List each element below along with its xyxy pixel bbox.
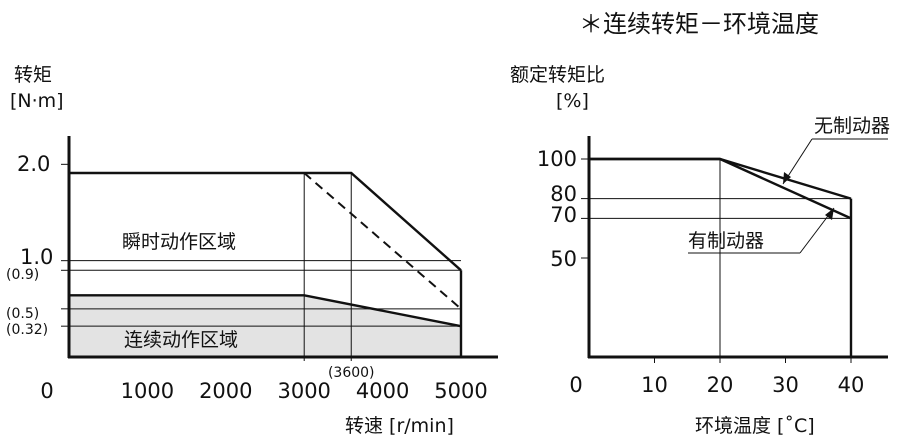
chart1-y-tick-label: 2.0 xyxy=(17,152,50,176)
chart1-x-tick-label: 3000 xyxy=(277,379,330,403)
chart2-x-tick-label: 10 xyxy=(641,373,668,397)
legend-no-brake-arrowhead xyxy=(783,172,791,184)
chart2-x-tick-label: 30 xyxy=(772,373,799,397)
chart1-ylabel-line1: 转矩 xyxy=(14,64,52,86)
chart1-line-layer xyxy=(69,171,463,361)
chart1-x-tick-label: 0 xyxy=(40,379,53,403)
series-label-continuous: 连续动作区域 xyxy=(124,329,238,351)
chart1-ylabel-line2: [N·m] xyxy=(10,90,64,112)
chart1-x-tick-label: 4000 xyxy=(356,379,409,403)
chart1-x-tick-label: 2000 xyxy=(199,379,252,403)
chart2-line-layer xyxy=(589,157,853,361)
chart2-y-tick-label: 70 xyxy=(550,203,577,227)
continuous-region-boundary xyxy=(69,294,462,328)
torque-speed-chart: 2.0 1.0(0.9) (0.5)(0.32) 0 1000 2000 3000 4000 5… xyxy=(6,64,498,437)
chart1-x-tick-label: 5000 xyxy=(434,379,487,403)
chart1-y-tick-label: 1.0 xyxy=(20,245,53,269)
chart2-y-tick-label: 100 xyxy=(537,147,577,171)
chart2-ylabel-line1: 额定转矩比 xyxy=(510,64,605,86)
chart2-x-tick-label: 20 xyxy=(707,373,734,397)
chart1-y-tick-label: (0.32) xyxy=(6,322,48,338)
legend-no-brake: 无制动器 xyxy=(814,115,890,137)
chart1-tick-layer: 2.0 1.0(0.9) (0.5)(0.32) 0 1000 2000 3000 4000 5… xyxy=(6,152,488,403)
chart2-x-tick-label: 0 xyxy=(569,373,582,397)
series-label-instant: 瞬时动作区域 xyxy=(122,231,236,253)
instant-region-boundary xyxy=(69,171,462,272)
chart2-xlabel: 环境温度 [˚C] xyxy=(695,415,815,437)
chart2-x-tick-label: 40 xyxy=(838,373,865,397)
dashed-boundary xyxy=(303,172,462,310)
chart1-xlabel: 转速 [r/min] xyxy=(345,415,454,437)
page-title: ＊连续转矩－环境温度 xyxy=(579,10,819,38)
series-line-with-brake xyxy=(589,157,852,220)
chart2-y-tick-label: 50 xyxy=(550,247,577,271)
chart1-x-tick-label: 1000 xyxy=(121,379,174,403)
legend-with-brake-arrowhead xyxy=(825,208,834,220)
chart2-y-tick-label: 80 xyxy=(550,182,577,206)
legend-with-brake: 有制动器 xyxy=(688,230,764,252)
chart1-x-extra-tick-label: (3600) xyxy=(328,365,375,381)
chart1-y-tick-label: (0.9) xyxy=(6,267,39,283)
chart1-y-tick-label: (0.5) xyxy=(6,306,39,322)
chart2-ylabel-line2: [%] xyxy=(556,90,589,112)
